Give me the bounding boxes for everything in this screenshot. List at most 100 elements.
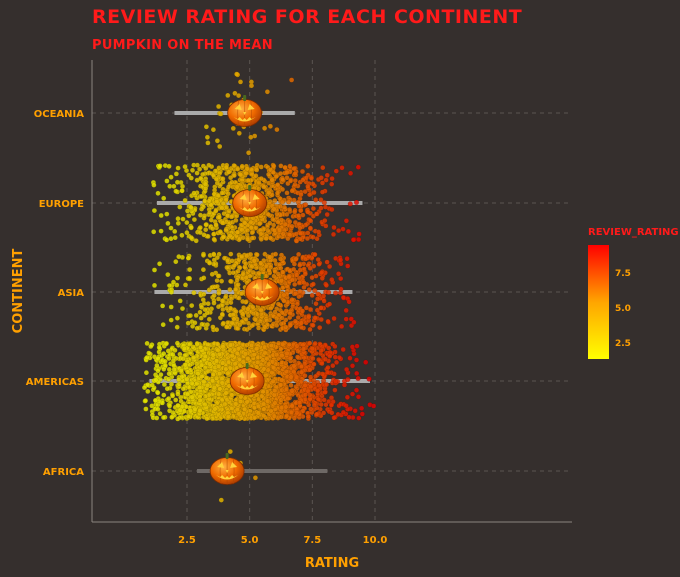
data-point bbox=[303, 305, 310, 311]
x-tick-label: 7.5 bbox=[303, 535, 321, 546]
data-point bbox=[217, 386, 223, 392]
data-point bbox=[297, 262, 303, 268]
data-point bbox=[233, 286, 239, 292]
data-point bbox=[170, 358, 177, 364]
data-point bbox=[174, 275, 181, 281]
data-point bbox=[279, 199, 286, 205]
data-point bbox=[173, 397, 179, 403]
data-point bbox=[225, 320, 231, 326]
data-point bbox=[267, 254, 273, 260]
data-point bbox=[258, 307, 264, 313]
data-point bbox=[333, 168, 339, 174]
data-point bbox=[227, 449, 233, 455]
data-point bbox=[220, 176, 226, 182]
data-point bbox=[264, 273, 270, 279]
data-point bbox=[278, 414, 284, 420]
data-point bbox=[199, 374, 205, 380]
data-point bbox=[230, 270, 236, 276]
data-point bbox=[278, 256, 284, 262]
data-point bbox=[234, 229, 241, 235]
data-point bbox=[177, 204, 183, 210]
data-point bbox=[164, 386, 170, 392]
data-point bbox=[278, 171, 284, 177]
data-point bbox=[248, 83, 255, 89]
data-point bbox=[197, 384, 203, 391]
data-point bbox=[340, 294, 347, 301]
data-point bbox=[344, 256, 350, 262]
data-point bbox=[283, 404, 289, 410]
data-point bbox=[175, 402, 181, 409]
data-point bbox=[345, 376, 351, 383]
data-point bbox=[185, 391, 191, 397]
data-point bbox=[305, 414, 311, 420]
data-point bbox=[295, 354, 301, 360]
data-point bbox=[289, 223, 295, 230]
data-point bbox=[298, 208, 304, 214]
data-point bbox=[225, 92, 231, 99]
data-point bbox=[356, 231, 362, 237]
data-point bbox=[283, 386, 290, 392]
data-point bbox=[305, 183, 311, 190]
data-point bbox=[297, 225, 303, 231]
data-point bbox=[170, 393, 176, 399]
data-point bbox=[267, 220, 273, 226]
data-point bbox=[197, 344, 204, 351]
data-point bbox=[308, 218, 314, 224]
data-point bbox=[322, 218, 328, 224]
data-point bbox=[272, 388, 278, 394]
data-point bbox=[280, 285, 286, 291]
data-point bbox=[211, 236, 217, 242]
data-point bbox=[199, 321, 205, 327]
data-point bbox=[253, 225, 259, 231]
data-point bbox=[319, 275, 325, 281]
data-point bbox=[279, 176, 286, 183]
data-point bbox=[252, 475, 259, 481]
data-point bbox=[245, 306, 251, 312]
data-point bbox=[227, 233, 233, 239]
data-point bbox=[248, 225, 254, 231]
data-point bbox=[229, 214, 235, 220]
data-point bbox=[157, 163, 163, 169]
data-point bbox=[179, 183, 186, 190]
data-point bbox=[219, 190, 225, 196]
data-point bbox=[160, 303, 166, 309]
data-point bbox=[283, 360, 289, 366]
data-point bbox=[248, 219, 254, 225]
data-point bbox=[330, 363, 336, 369]
data-point bbox=[197, 397, 203, 404]
data-point bbox=[287, 219, 293, 225]
data-point bbox=[179, 188, 185, 194]
data-point bbox=[256, 325, 262, 331]
data-point bbox=[212, 406, 218, 412]
data-point bbox=[237, 322, 243, 328]
data-point bbox=[157, 411, 163, 417]
data-point bbox=[151, 267, 158, 273]
data-point bbox=[325, 318, 331, 325]
data-point bbox=[214, 199, 220, 205]
data-point bbox=[356, 236, 362, 243]
data-point bbox=[188, 408, 194, 414]
data-point bbox=[326, 345, 332, 351]
data-point bbox=[354, 370, 360, 377]
data-point bbox=[310, 355, 316, 362]
data-point bbox=[261, 406, 267, 412]
data-point bbox=[350, 237, 357, 243]
data-point bbox=[207, 209, 213, 216]
data-point bbox=[204, 322, 211, 328]
data-point bbox=[146, 350, 152, 356]
data-point bbox=[174, 315, 181, 321]
data-point bbox=[260, 401, 267, 407]
data-point bbox=[211, 300, 217, 306]
data-point bbox=[271, 413, 278, 419]
data-point bbox=[283, 324, 289, 330]
data-point bbox=[338, 286, 344, 292]
data-point bbox=[220, 200, 226, 207]
data-point bbox=[166, 376, 172, 382]
data-point bbox=[238, 398, 244, 405]
data-point bbox=[321, 410, 327, 416]
jack-o-lantern-icon bbox=[227, 95, 263, 127]
data-point bbox=[210, 371, 216, 378]
data-point bbox=[304, 235, 311, 242]
data-point bbox=[319, 189, 326, 195]
data-point bbox=[192, 406, 198, 412]
